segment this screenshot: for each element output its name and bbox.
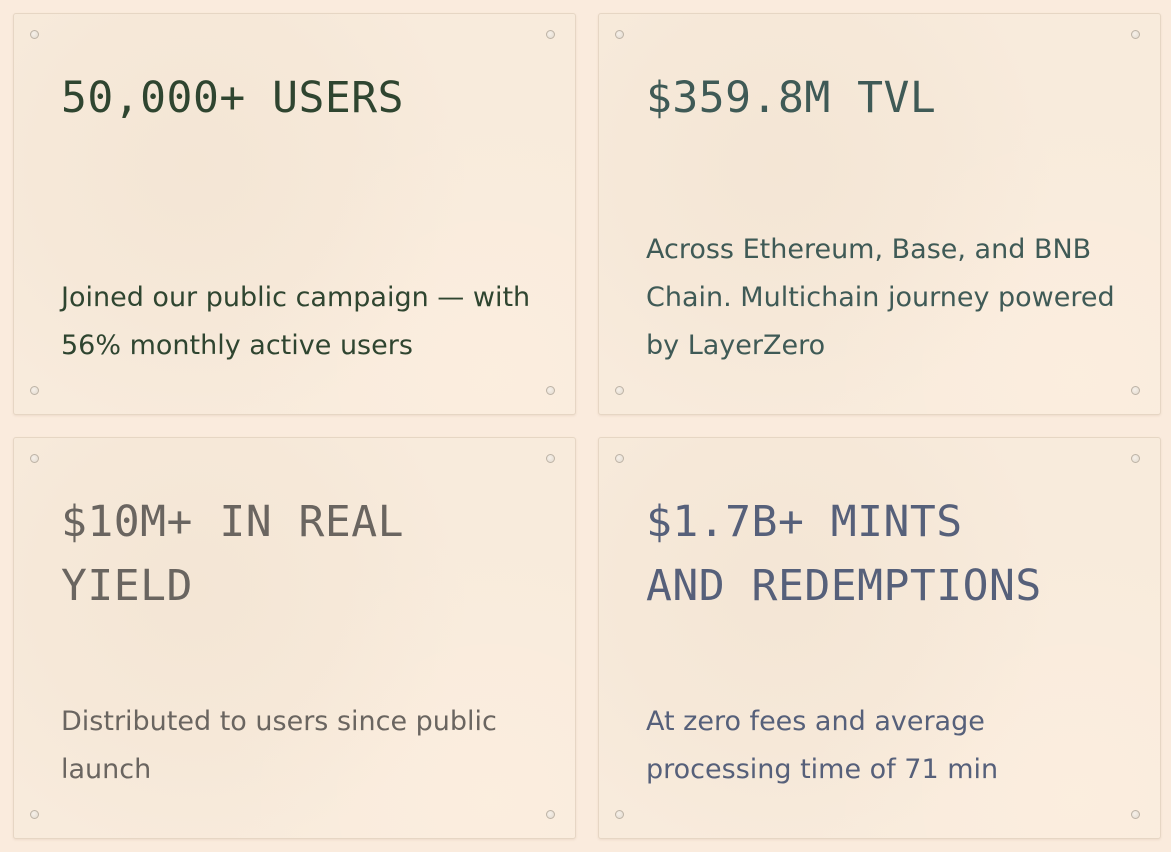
- stat-headline-line: AND REDEMPTIONS: [646, 561, 1042, 611]
- screw-icon: [1131, 810, 1140, 819]
- screw-icon: [546, 30, 555, 39]
- screw-icon: [546, 810, 555, 819]
- stat-card-mints: $1.7B+ MINTS AND REDEMPTIONS At zero fee…: [598, 437, 1161, 839]
- stat-headline-line: YIELD: [61, 561, 193, 611]
- screw-icon: [30, 810, 39, 819]
- stat-card-yield: $10M+ IN REAL YIELD Distributed to users…: [13, 437, 576, 839]
- screw-icon: [546, 454, 555, 463]
- stat-headline: $1.7B+ MINTS AND REDEMPTIONS: [646, 490, 1042, 618]
- stat-card-users: 50,000+ USERS Joined our public campaign…: [13, 13, 576, 415]
- screw-icon: [1131, 454, 1140, 463]
- stat-card-tvl: $359.8M TVL Across Ethereum, Base, and B…: [598, 13, 1161, 415]
- stat-headline-line: 50,000+ USERS: [61, 73, 405, 123]
- stat-headline: $359.8M TVL: [646, 66, 936, 130]
- screw-icon: [615, 386, 624, 395]
- stat-description: Joined our public campaign — with 56% mo…: [61, 282, 531, 361]
- stat-headline-line: $10M+ IN REAL: [61, 497, 405, 547]
- stat-headline-line: $1.7B+ MINTS: [646, 497, 963, 547]
- screw-icon: [615, 454, 624, 463]
- stat-description: Across Ethereum, Base, and BNB Chain. Mu…: [646, 234, 1115, 361]
- screw-icon: [30, 454, 39, 463]
- screw-icon: [1131, 386, 1140, 395]
- stat-headline: $10M+ IN REAL YIELD: [61, 490, 404, 618]
- stat-description: Distributed to users since public launch: [61, 706, 497, 785]
- screw-icon: [30, 30, 39, 39]
- screw-icon: [546, 386, 555, 395]
- stat-description: At zero fees and average processing time…: [646, 706, 999, 785]
- stat-headline-line: $359.8M TVL: [646, 73, 937, 123]
- screw-icon: [615, 810, 624, 819]
- screw-icon: [615, 30, 624, 39]
- stat-headline: 50,000+ USERS: [61, 66, 404, 130]
- screw-icon: [1131, 30, 1140, 39]
- screw-icon: [30, 386, 39, 395]
